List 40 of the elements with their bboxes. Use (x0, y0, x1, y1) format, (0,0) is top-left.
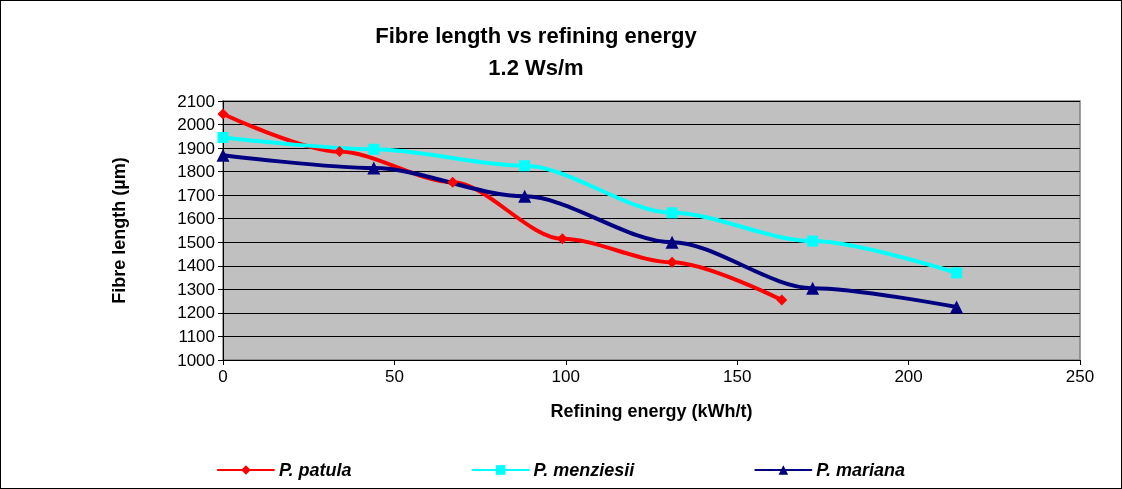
y-tick-label: 1800 (177, 162, 215, 182)
point (519, 160, 531, 172)
point (950, 300, 964, 314)
point (806, 281, 820, 295)
y-tick-label: 1400 (177, 256, 215, 276)
x-tick-label: 200 (894, 367, 923, 386)
x-tick-label: 100 (551, 367, 580, 386)
point (447, 176, 459, 188)
chart-title: Fibre length vs refining energy (375, 22, 698, 48)
y-tick-label: 1100 (178, 326, 215, 346)
point (807, 235, 819, 247)
point (951, 267, 963, 279)
y-tick-label: 1200 (177, 303, 215, 323)
y-tick-label: 2000 (177, 115, 215, 135)
y-tick-label: 1700 (177, 185, 215, 205)
point (368, 143, 380, 155)
y-tick-label: 1300 (177, 279, 215, 299)
point (518, 189, 532, 203)
point (776, 294, 788, 306)
chart-subtitle: 1.2 Ws/m (488, 54, 584, 80)
point (216, 148, 230, 162)
point (367, 161, 381, 175)
y-tick-label: 2100 (177, 91, 215, 111)
y-tick-label: 1000 (177, 350, 215, 370)
y-tick-label: 1500 (177, 232, 215, 252)
y-tick-label: 1900 (177, 138, 215, 158)
x-tick-label: 250 (1065, 367, 1095, 386)
point (666, 207, 678, 219)
x-tick-label: 50 (384, 367, 404, 386)
y-axis-title: Fibre length (µm) (109, 157, 129, 304)
x-tick-label: 150 (723, 367, 752, 386)
legend-label: P. menziesii (533, 460, 636, 480)
legend-label: P. patula (278, 460, 352, 480)
legend-label: P. mariana (816, 460, 906, 480)
y-tick-label: 1600 (177, 209, 215, 229)
point (217, 132, 229, 143)
point (217, 108, 229, 120)
point (665, 235, 679, 249)
x-tick-label: 0 (218, 367, 228, 386)
x-axis-title: Refining energy (kWh/t) (550, 401, 753, 421)
